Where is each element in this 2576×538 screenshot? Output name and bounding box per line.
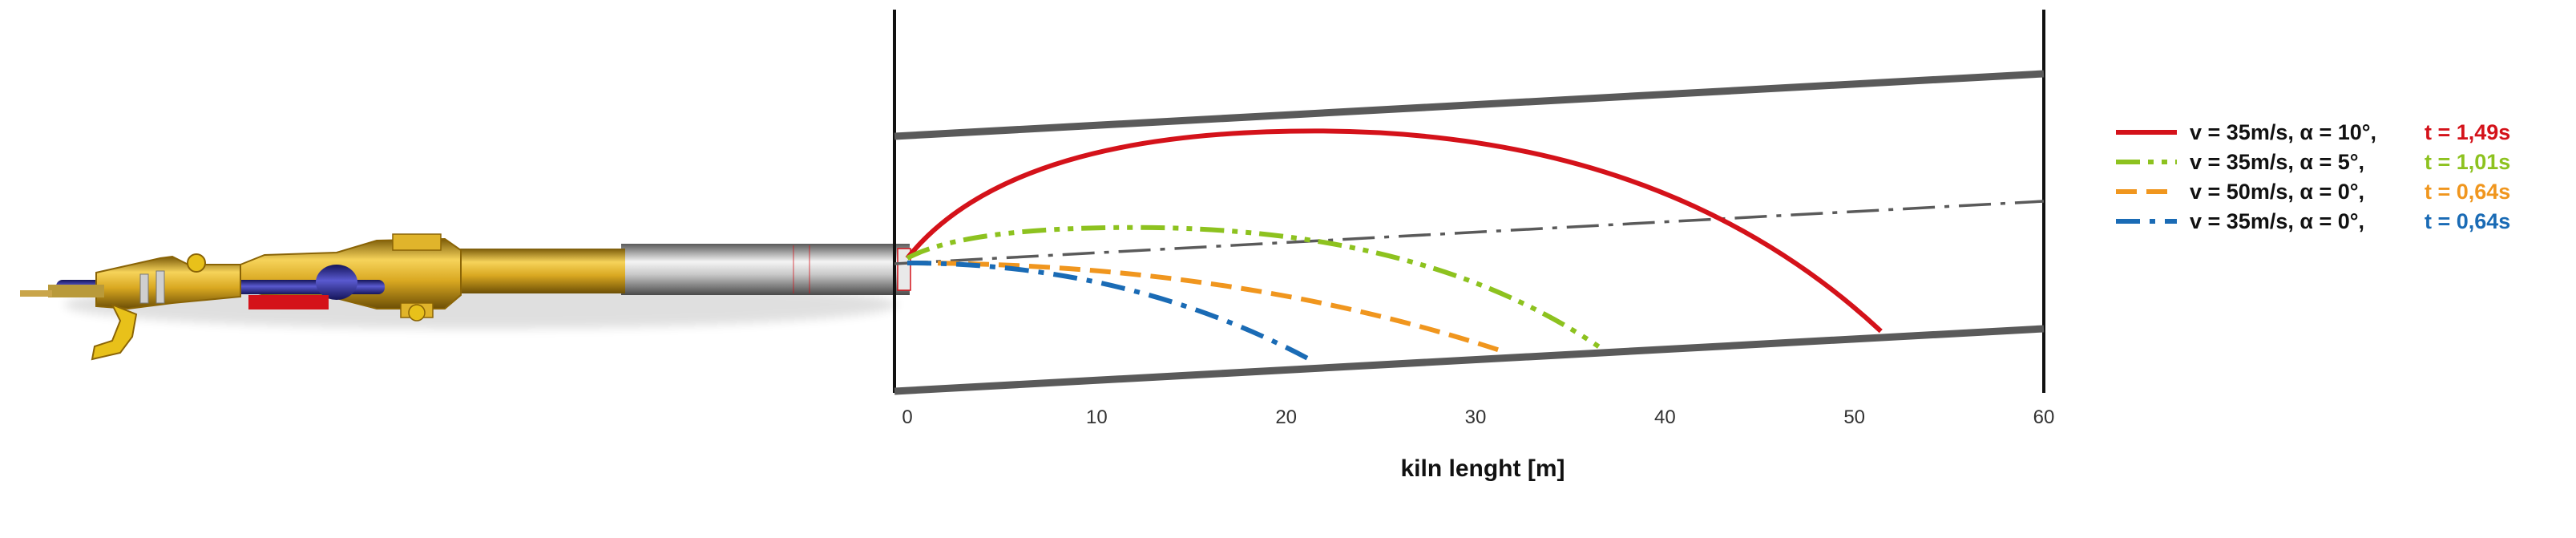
x-axis-label: kiln lenght [m] — [1401, 455, 1565, 482]
kiln-axis — [894, 200, 2045, 265]
x-tick-label: 0 — [902, 407, 912, 428]
legend-entry-4: v = 35m/s, α = 0°, t = 0,64s — [2116, 209, 2510, 233]
kiln-lower-wall — [894, 325, 2045, 395]
x-axis-ticks: 0 10 20 30 40 50 60 — [902, 407, 2054, 428]
x-tick-label: 20 — [1275, 407, 1297, 428]
burner-red-block — [248, 295, 329, 309]
trajectory-series — [905, 128, 1883, 365]
legend-label: v = 35m/s, α = 0°, — [2190, 209, 2364, 233]
x-tick-label: 40 — [1654, 407, 1676, 428]
x-tick-label: 50 — [1843, 407, 1865, 428]
legend-label: v = 35m/s, α = 10°, — [2190, 120, 2376, 144]
legend-entry-3: v = 50m/s, α = 0°, t = 0,64s — [2116, 180, 2510, 204]
legend-label: v = 50m/s, α = 0°, — [2190, 180, 2364, 204]
x-tick-label: 30 — [1465, 407, 1487, 428]
legend-time: t = 1,49s — [2425, 120, 2510, 144]
kiln-frame — [893, 10, 2045, 395]
trajectory-line-1 — [905, 128, 1883, 334]
legend-time: t = 0,64s — [2425, 209, 2510, 233]
legend-entry-2: v = 35m/s, α = 5°, t = 1,01s — [2116, 150, 2510, 174]
legend-time: t = 0,64s — [2425, 180, 2510, 204]
legend-entry-1: v = 35m/s, α = 10°, t = 1,49s — [2116, 120, 2510, 144]
trajectory-line-2 — [906, 225, 1601, 349]
kiln-upper-wall — [894, 70, 2045, 140]
legend-label: v = 35m/s, α = 5°, — [2190, 150, 2364, 174]
legend-time: t = 1,01s — [2425, 150, 2510, 174]
burner-lance-steel — [621, 244, 910, 295]
trajectory-line-3 — [906, 261, 1505, 354]
x-tick-label: 60 — [2033, 407, 2055, 428]
trajectory-line-4 — [906, 261, 1316, 365]
burner-illustration — [20, 233, 911, 361]
x-tick-label: 10 — [1086, 407, 1108, 428]
burner-tube-gold — [457, 249, 625, 293]
